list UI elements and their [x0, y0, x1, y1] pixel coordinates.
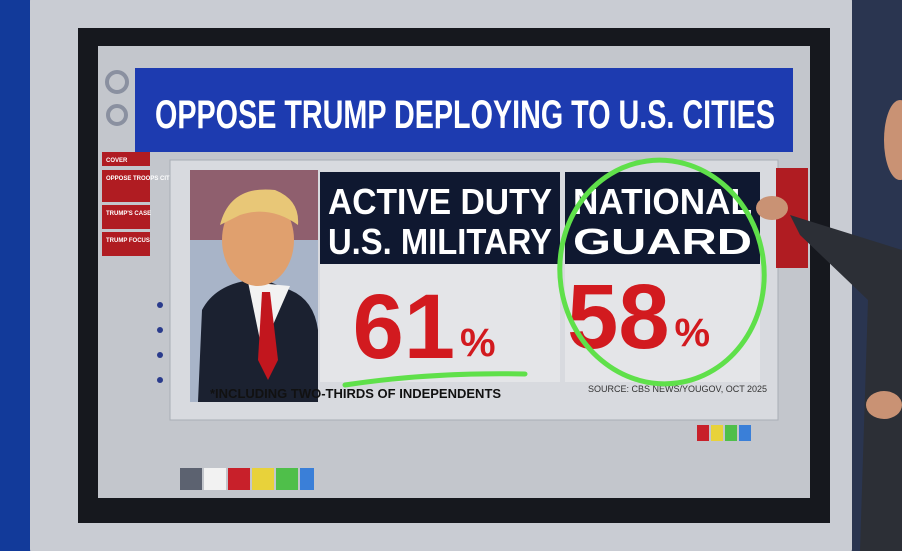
- sidebar-item: TRUMP'S CASE: [106, 211, 151, 217]
- star: [157, 302, 163, 308]
- color-strip: [180, 425, 751, 490]
- title-bar: [135, 68, 793, 152]
- title: OPPOSE TRUMP DEPLOYING TO U.S. CITIES: [155, 93, 775, 137]
- panel-header: [320, 172, 560, 264]
- sidebar-item: OPPOSE TROOPS CITIES: [106, 176, 179, 182]
- swatch: [697, 425, 709, 441]
- star: [157, 377, 163, 383]
- star: [157, 327, 163, 333]
- footnote: *INCLUDING TWO-THIRDS OF INDEPENDENTS: [210, 386, 501, 401]
- gear-icon: [105, 70, 129, 94]
- sidebar-item-bg: [102, 170, 150, 202]
- panel-percent: 58: [567, 266, 669, 368]
- sidebar: COVER OPPOSE TROOPS CITIES TRUMP'S CASE TRU…: [102, 152, 179, 256]
- panel-label: U.S. MILITARY: [328, 221, 552, 262]
- star: [157, 352, 163, 358]
- panel-percent: 61: [353, 276, 455, 378]
- presenter-hand: [866, 391, 902, 419]
- presenter: [756, 100, 902, 551]
- photo-face: [222, 194, 294, 286]
- panel-unit: %: [460, 321, 496, 365]
- swatch: [228, 468, 250, 490]
- stars: [157, 302, 163, 383]
- sidebar-item-bg: [102, 152, 150, 166]
- swatch: [300, 468, 314, 490]
- swatch: [204, 468, 226, 490]
- sidebar-item: COVER: [106, 158, 128, 164]
- sidebar-item-bg: [102, 205, 150, 229]
- swatch: [711, 425, 723, 441]
- panel-label: GUARD: [573, 221, 752, 262]
- swatch: [180, 468, 202, 490]
- panel-unit: %: [675, 311, 711, 355]
- photo-tie: [258, 292, 278, 380]
- photo-suit: [198, 278, 318, 402]
- source: SOURCE: CBS NEWS/YOUGOV, OCT 2025: [588, 384, 767, 394]
- panel-label: NATIONAL: [573, 181, 752, 222]
- annotation-underline: [342, 371, 528, 388]
- swatch: [276, 468, 298, 490]
- sidebar-item-bg: [102, 232, 150, 256]
- swatch: [725, 425, 737, 441]
- swatch: [252, 468, 274, 490]
- panel-body: [320, 264, 560, 382]
- presenter-hand: [756, 196, 788, 220]
- refresh-icon: [106, 104, 128, 126]
- swatch: [739, 425, 751, 441]
- sidebar-item: TRUMP FOCUS: [106, 238, 150, 244]
- annotation-circle: [557, 157, 767, 387]
- photo: [190, 170, 318, 402]
- presenter-arm: [790, 215, 902, 551]
- photo-hair: [220, 189, 299, 225]
- panel-label: ACTIVE DUTY: [328, 181, 552, 222]
- presenter-face: [884, 100, 902, 180]
